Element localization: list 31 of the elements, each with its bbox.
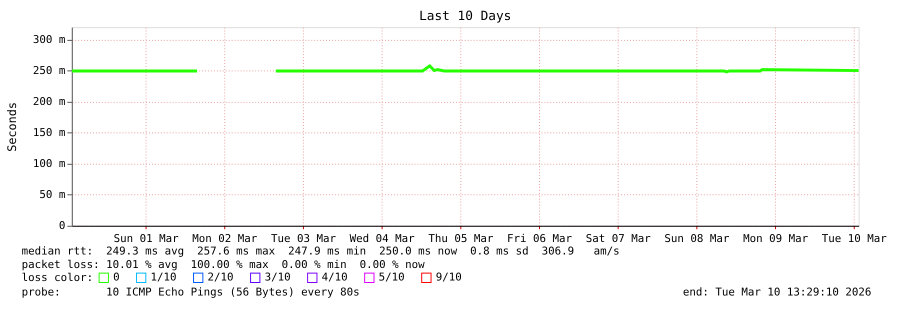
chart-title: Last 10 Days bbox=[419, 9, 512, 24]
x-tick-label: Tue 10 Mar bbox=[822, 232, 888, 246]
legend-label: 4/10 bbox=[322, 270, 348, 284]
x-tick-label: Sun 08 Mar bbox=[664, 232, 730, 246]
legend-label: 2/10 bbox=[208, 270, 234, 284]
legend-label: 5/10 bbox=[378, 270, 405, 284]
x-tick-label: Mon 02 Mar bbox=[192, 232, 258, 246]
x-tick-label: Mon 09 Mar bbox=[743, 232, 809, 246]
x-tick-label: Tue 03 Mar bbox=[270, 232, 336, 246]
legend-label: 1/10 bbox=[150, 270, 176, 284]
y-tick-label: 250 m bbox=[32, 64, 66, 77]
text: probe: 10 ICMP Echo Pings (56 Bytes) every 80s bbox=[22, 286, 360, 299]
y-tick-label: 200 m bbox=[32, 95, 66, 108]
legend-label: 0 bbox=[113, 270, 120, 284]
legend-label: 9/10 bbox=[436, 270, 462, 284]
x-tick-label: Sun 01 Mar bbox=[114, 232, 180, 246]
text: packet loss: 10.01 % avg 100.00 % max 0.00 % min 0.00 % now bbox=[22, 258, 426, 272]
y-axis-title: Seconds bbox=[5, 102, 20, 152]
y-tick-label: 0 bbox=[58, 219, 66, 232]
y-tick-label: 300 m bbox=[32, 32, 66, 46]
text: median rtt: 249.3 ms avg 257.6 ms max 247.9 ms min 250.0 ms now 0.8 ms sd 306.9 am/s bbox=[22, 244, 620, 258]
text: end: Tue Mar 10 13:29:10 2026 bbox=[682, 286, 872, 299]
x-tick-label: Thu 05 Mar bbox=[428, 232, 494, 246]
y-tick-label: 100 m bbox=[32, 157, 66, 170]
legend-label: 3/10 bbox=[264, 270, 291, 284]
y-tick-label: 50 m bbox=[39, 188, 66, 202]
x-tick-label: Wed 04 Mar bbox=[350, 232, 416, 246]
x-tick-label: Fri 06 Mar bbox=[507, 232, 573, 246]
x-tick-label: Sat 07 Mar bbox=[586, 232, 652, 246]
legend-title: loss color: bbox=[22, 270, 94, 284]
y-tick-label: 150 m bbox=[32, 126, 66, 140]
